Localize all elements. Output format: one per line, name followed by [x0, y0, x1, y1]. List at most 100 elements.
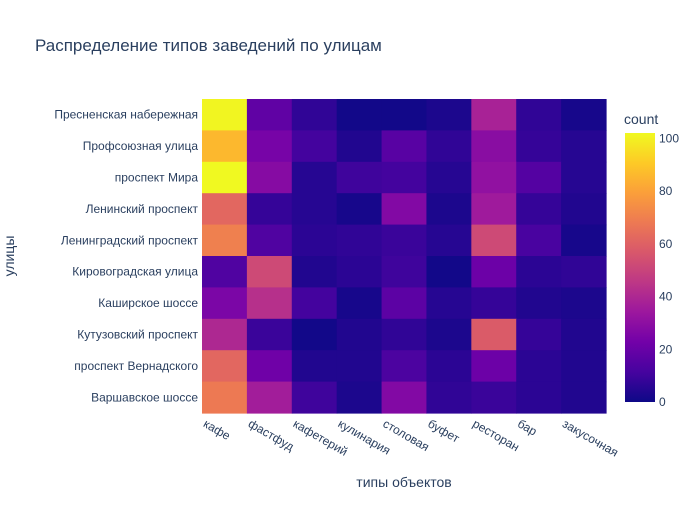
colorbar-tick-label: 80: [659, 184, 673, 198]
heatmap-cell: [246, 161, 293, 194]
heatmap-cell: [291, 99, 338, 131]
heatmap-cell: [426, 318, 472, 351]
heatmap-cell: [516, 224, 562, 257]
colorbar-tick-label: 100: [659, 131, 679, 145]
x-tick-label: ресторан: [470, 416, 521, 454]
heatmap-cell: [516, 161, 562, 194]
heatmap-cell: [336, 350, 383, 383]
heatmap-cell: [471, 161, 517, 194]
heatmap-cell: [202, 161, 248, 194]
heatmap-cell: [426, 381, 472, 414]
heatmap-cell: [202, 381, 248, 414]
heatmap-cell: [291, 224, 338, 257]
heatmap-cell: [561, 318, 607, 351]
colorbar-tick-label: 0: [659, 395, 666, 409]
colorbar-tick-label: 60: [659, 237, 673, 251]
heatmap-cell: [291, 256, 338, 288]
heatmap-cell: [516, 130, 562, 163]
heatmap-cell: [516, 318, 562, 351]
heatmap-cell: [516, 256, 562, 288]
y-tick-labels: Пресненская набережная Профсоюзная улица п…: [54, 108, 198, 405]
heatmap-cell: [471, 318, 517, 351]
colorbar-title: count: [624, 111, 658, 127]
heatmap-cell: [202, 99, 248, 131]
heatmap-cell: [426, 99, 472, 131]
x-axis-title: типы объектов: [356, 474, 451, 490]
y-tick-label: Кировоградская улица: [72, 265, 198, 279]
heatmap-cell: [202, 130, 248, 163]
heatmap-cell: [381, 99, 428, 131]
heatmap-cell: [381, 256, 428, 288]
heatmap-cell: [426, 224, 472, 257]
y-tick-label: Кутузовский проспект: [77, 328, 198, 342]
y-tick-label: Варшавское шоссе: [91, 390, 198, 404]
heatmap-cell: [291, 350, 338, 383]
heatmap-cell: [246, 224, 293, 257]
y-axis-title: улицы: [1, 236, 17, 277]
heatmap-cell: [561, 350, 607, 383]
heatmap-cell: [561, 381, 607, 414]
heatmap-cell: [561, 130, 607, 163]
heatmap-cell: [471, 256, 517, 288]
heatmap-cell: [202, 193, 248, 226]
heatmap-cell: [246, 318, 293, 351]
heatmap-cell: [381, 287, 428, 320]
heatmap-cell: [202, 318, 248, 351]
heatmap-cell: [471, 99, 517, 131]
heatmap-cell: [291, 193, 338, 226]
x-tick-label: бар: [515, 416, 540, 438]
heatmap-cell: [336, 193, 383, 226]
heatmap-cell: [561, 99, 607, 131]
y-tick-label: проспект Вернадского: [74, 359, 198, 373]
heatmap-cell: [291, 381, 338, 414]
heatmap-cell: [246, 287, 293, 320]
heatmap-cell: [426, 193, 472, 226]
heatmap-cell: [202, 350, 248, 383]
heatmap-cell: [202, 287, 248, 320]
heatmap-cells: [202, 99, 607, 414]
heatmap-cell: [336, 130, 383, 163]
y-tick-label: Каширское шоссе: [98, 296, 198, 310]
colorbar-tick-label: 20: [659, 342, 673, 356]
chart-title: Распределение типов заведений по улицам: [35, 36, 382, 55]
heatmap-cell: [381, 350, 428, 383]
heatmap-cell: [426, 350, 472, 383]
heatmap-cell: [202, 256, 248, 288]
x-tick-labels: кафе фастфудкафетерийкулинариястоловаябуф…: [201, 416, 621, 459]
heatmap-cell: [336, 381, 383, 414]
heatmap-cell: [336, 256, 383, 288]
colorbar-ticks: 0 20 40 60 80 100: [659, 131, 679, 409]
y-tick-label: Пресненская набережная: [54, 108, 198, 122]
colorbar-tick-label: 40: [659, 290, 673, 304]
heatmap-cell: [246, 99, 293, 131]
x-tick-label: кафе: [201, 416, 233, 443]
heatmap-cell: [246, 193, 293, 226]
heatmap-cell: [426, 130, 472, 163]
heatmap-cell: [246, 381, 293, 414]
heatmap-cell: [202, 224, 248, 257]
heatmap-cell: [336, 224, 383, 257]
heatmap-cell: [471, 381, 517, 414]
heatmap-cell: [561, 256, 607, 288]
heatmap-cell: [426, 256, 472, 288]
y-tick-label: проспект Мира: [115, 171, 199, 185]
heatmap-cell: [336, 99, 383, 131]
heatmap-cell: [381, 318, 428, 351]
heatmap-cell: [516, 99, 562, 131]
heatmap-cell: [516, 193, 562, 226]
heatmap-cell: [381, 224, 428, 257]
heatmap-cell: [561, 224, 607, 257]
heatmap-cell: [381, 193, 428, 226]
heatmap-cell: [426, 161, 472, 194]
y-tick-label: Ленинский проспект: [86, 202, 199, 216]
heatmap-cell: [336, 318, 383, 351]
colorbar: [625, 133, 655, 402]
heatmap-cell: [561, 287, 607, 320]
heatmap-cell: [516, 381, 562, 414]
heatmap-cell: [561, 193, 607, 226]
x-tick-label: закусочная: [560, 416, 621, 459]
x-tick-label: фастфуд: [246, 416, 297, 453]
heatmap-cell: [291, 287, 338, 320]
heatmap-cell: [516, 287, 562, 320]
